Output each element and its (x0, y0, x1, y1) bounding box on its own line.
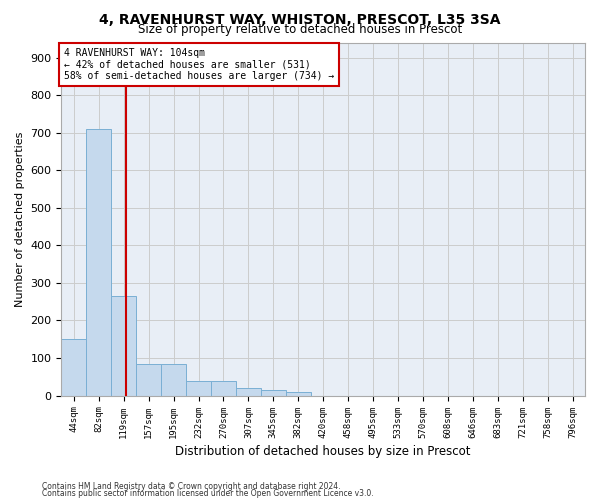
Bar (186, 380, 211, 396)
Text: 4, RAVENHURST WAY, WHISTON, PRESCOT, L35 3SA: 4, RAVENHURST WAY, WHISTON, PRESCOT, L35… (99, 12, 501, 26)
Text: Contains HM Land Registry data © Crown copyright and database right 2024.: Contains HM Land Registry data © Crown c… (42, 482, 341, 491)
Text: 4 RAVENHURST WAY: 104sqm
← 42% of detached houses are smaller (531)
58% of semi-: 4 RAVENHURST WAY: 104sqm ← 42% of detach… (64, 48, 334, 81)
Y-axis label: Number of detached properties: Number of detached properties (15, 132, 25, 306)
Text: Contains public sector information licensed under the Open Government Licence v3: Contains public sector information licen… (42, 489, 374, 498)
Bar (61, 339, 86, 396)
Bar (86, 129, 111, 396)
Bar (211, 380, 236, 396)
Bar (161, 364, 186, 396)
Text: Size of property relative to detached houses in Prescot: Size of property relative to detached ho… (138, 22, 462, 36)
Bar (261, 390, 286, 396)
Bar (136, 364, 161, 396)
X-axis label: Distribution of detached houses by size in Prescot: Distribution of detached houses by size … (175, 444, 471, 458)
Bar (111, 296, 136, 396)
Bar (236, 388, 261, 396)
Bar (286, 392, 311, 396)
